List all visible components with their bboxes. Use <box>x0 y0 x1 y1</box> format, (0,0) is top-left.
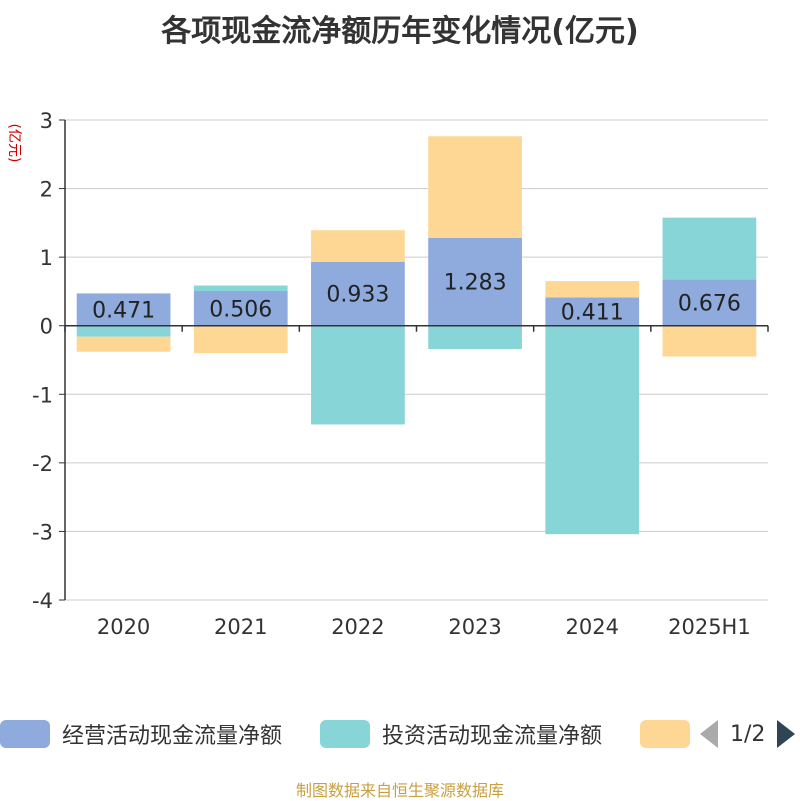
bar-1-2023 <box>428 325 522 350</box>
legend: 经营活动现金流量净额 投资活动现金流量净额 1/2 <box>0 716 800 752</box>
legend-page-indicator: 1/2 <box>730 721 766 747</box>
x-tick-label: 2022 <box>331 615 384 639</box>
y-tick-label: -2 <box>32 452 53 476</box>
y-tick-label: 3 <box>40 109 53 133</box>
bar-1-2024 <box>545 325 640 535</box>
bar-1-2020 <box>76 325 171 337</box>
axes: 3 2 1 0 -1 -2 -3 -4 2020 2021 2022 2023 2024 2025H1 <box>32 109 769 639</box>
legend-swatch-third-series <box>640 720 690 748</box>
x-tick-label: 2021 <box>214 615 267 639</box>
legend-swatch-investing <box>320 720 370 748</box>
legend-next-arrow-icon[interactable] <box>777 720 796 748</box>
bar-2-2020 <box>76 336 171 352</box>
bar-0-2023 <box>428 237 522 326</box>
y-tick-label: -1 <box>32 383 53 407</box>
legend-pager: 1/2 <box>700 716 796 752</box>
data-label: 0.676 <box>678 292 741 317</box>
data-label: 0.506 <box>209 297 272 322</box>
bar-1-2025H1 <box>662 217 757 280</box>
bar-2-2022 <box>311 230 405 262</box>
data-label: 1.283 <box>444 271 507 296</box>
data-label: 0.933 <box>326 283 389 308</box>
bar-0-2022 <box>311 261 405 326</box>
chart-plot: 3 2 1 0 -1 -2 -3 -4 2020 2021 2022 2023 2024 2025H1 0… <box>6 109 769 639</box>
legend-swatch-operating <box>0 720 50 748</box>
x-tick-label: 2023 <box>448 615 501 639</box>
legend-item-investing[interactable]: 投资活动现金流量净额 <box>320 716 602 752</box>
legend-item-third-series[interactable] <box>640 716 690 752</box>
data-source-note: 制图数据来自恒生聚源数据库 <box>295 781 504 800</box>
data-label: 0.411 <box>561 301 624 326</box>
bar-0-2024 <box>545 297 640 326</box>
y-tick-label: -4 <box>32 589 53 613</box>
grid-lines <box>65 119 768 601</box>
y-tick-label: 2 <box>40 178 53 202</box>
chart-title: 各项现金流净额历年变化情况(亿元) <box>161 14 639 49</box>
x-tick-label: 2025H1 <box>668 615 751 639</box>
legend-label-operating: 经营活动现金流量净额 <box>62 724 283 749</box>
bar-0-2021 <box>193 291 288 326</box>
y-tick-label: -3 <box>32 520 53 544</box>
x-tick-label: 2020 <box>97 615 150 639</box>
data-labels: 0.471 0.506 0.933 1.283 0.411 0.676 <box>92 271 741 326</box>
legend-item-operating[interactable]: 经营活动现金流量净额 <box>0 716 282 752</box>
bar-0-2020 <box>76 293 171 326</box>
y-axis-title: (亿元) <box>6 124 22 163</box>
x-tick-label: 2024 <box>566 615 619 639</box>
bar-2-2024 <box>545 281 640 298</box>
bar-1-2022 <box>311 325 405 425</box>
bar-1-2021 <box>193 285 288 292</box>
bar-2-2021 <box>193 325 288 354</box>
bar-2-2025H1 <box>662 325 757 357</box>
y-tick-label: 1 <box>40 246 53 270</box>
data-label: 0.471 <box>92 299 155 324</box>
bar-0-2025H1 <box>662 279 757 326</box>
legend-label-investing: 投资活动现金流量净额 <box>382 724 603 749</box>
bar-2-2023 <box>428 136 522 238</box>
y-tick-label: 0 <box>40 315 53 339</box>
bars <box>76 136 757 535</box>
legend-prev-arrow-icon[interactable] <box>700 720 718 748</box>
